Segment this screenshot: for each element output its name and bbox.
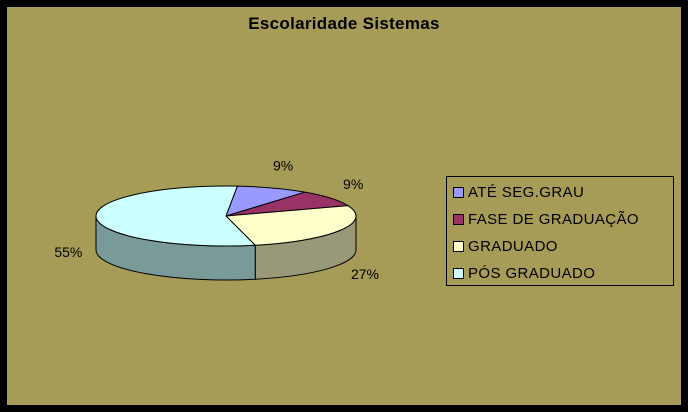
pie-slices [96,186,356,246]
legend-item-pos-graduado: PÓS GRADUADO [453,260,673,287]
legend-label: PÓS GRADUADO [468,265,595,282]
legend-swatch [453,214,464,225]
legend-swatch [453,268,464,279]
legend-item-graduado: GRADUADO [453,233,673,260]
legend-item-ate-seg-grau: ATÉ SEG.GRAU [453,179,673,206]
pie-value-label: 55% [54,244,82,260]
legend-label: ATÉ SEG.GRAU [468,184,584,201]
pie-value-label: 27% [351,266,379,282]
legend: ATÉ SEG.GRAU FASE DE GRADUAÇÃO GRADUADO … [446,176,674,286]
legend-swatch [453,187,464,198]
legend-label: GRADUADO [468,238,558,255]
legend-swatch [453,241,464,252]
legend-item-fase-de-graduacao: FASE DE GRADUAÇÃO [453,206,673,233]
pie-value-label: 9% [273,158,293,174]
pie-value-label: 9% [343,176,363,192]
legend-label: FASE DE GRADUAÇÃO [468,211,639,228]
